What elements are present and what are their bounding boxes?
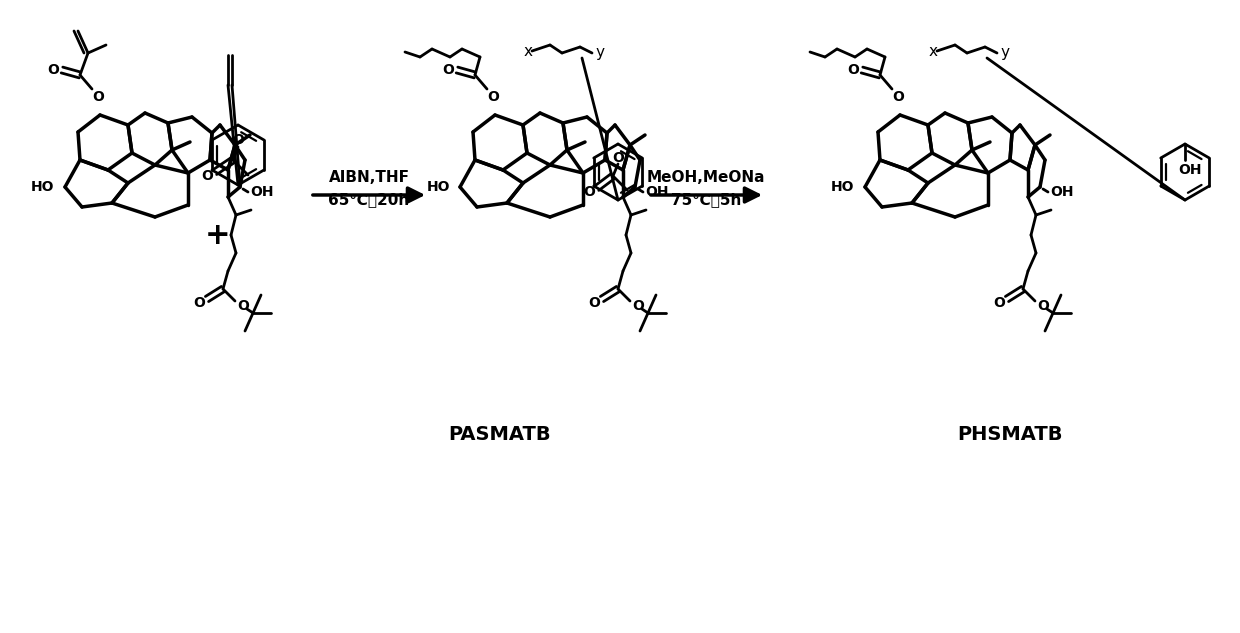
- Text: O: O: [201, 169, 213, 183]
- Text: AIBN,THF: AIBN,THF: [329, 170, 409, 185]
- Text: O: O: [892, 90, 904, 104]
- Text: O: O: [847, 63, 859, 77]
- Text: O: O: [232, 133, 244, 147]
- Text: y: y: [1001, 46, 1009, 61]
- Text: O: O: [583, 185, 595, 199]
- Text: O: O: [588, 296, 600, 310]
- Text: OH: OH: [1178, 163, 1202, 177]
- Text: O: O: [92, 90, 104, 104]
- Text: 65℃，20h: 65℃，20h: [329, 192, 409, 208]
- Text: OH: OH: [250, 185, 274, 199]
- Text: O: O: [1037, 299, 1049, 313]
- Text: O: O: [237, 299, 249, 313]
- Text: O: O: [613, 151, 624, 165]
- Text: OH: OH: [645, 185, 668, 199]
- Text: HO: HO: [427, 180, 450, 194]
- Text: MeOH,MeONa: MeOH,MeONa: [647, 170, 765, 185]
- Text: HO: HO: [31, 180, 55, 194]
- Text: O: O: [632, 299, 644, 313]
- Text: y: y: [595, 46, 605, 61]
- Text: PHSMATB: PHSMATB: [957, 425, 1063, 444]
- Text: OH: OH: [1050, 185, 1074, 199]
- Text: x: x: [929, 44, 937, 60]
- Text: +: +: [205, 220, 231, 249]
- Text: O: O: [193, 296, 205, 310]
- Text: x: x: [523, 44, 532, 60]
- Text: PASMATB: PASMATB: [449, 425, 552, 444]
- Text: O: O: [443, 63, 454, 77]
- Text: 75℃，5h: 75℃，5h: [671, 192, 742, 208]
- Text: HO: HO: [831, 180, 854, 194]
- Text: O: O: [47, 63, 60, 77]
- Text: O: O: [993, 296, 1004, 310]
- Text: O: O: [487, 90, 498, 104]
